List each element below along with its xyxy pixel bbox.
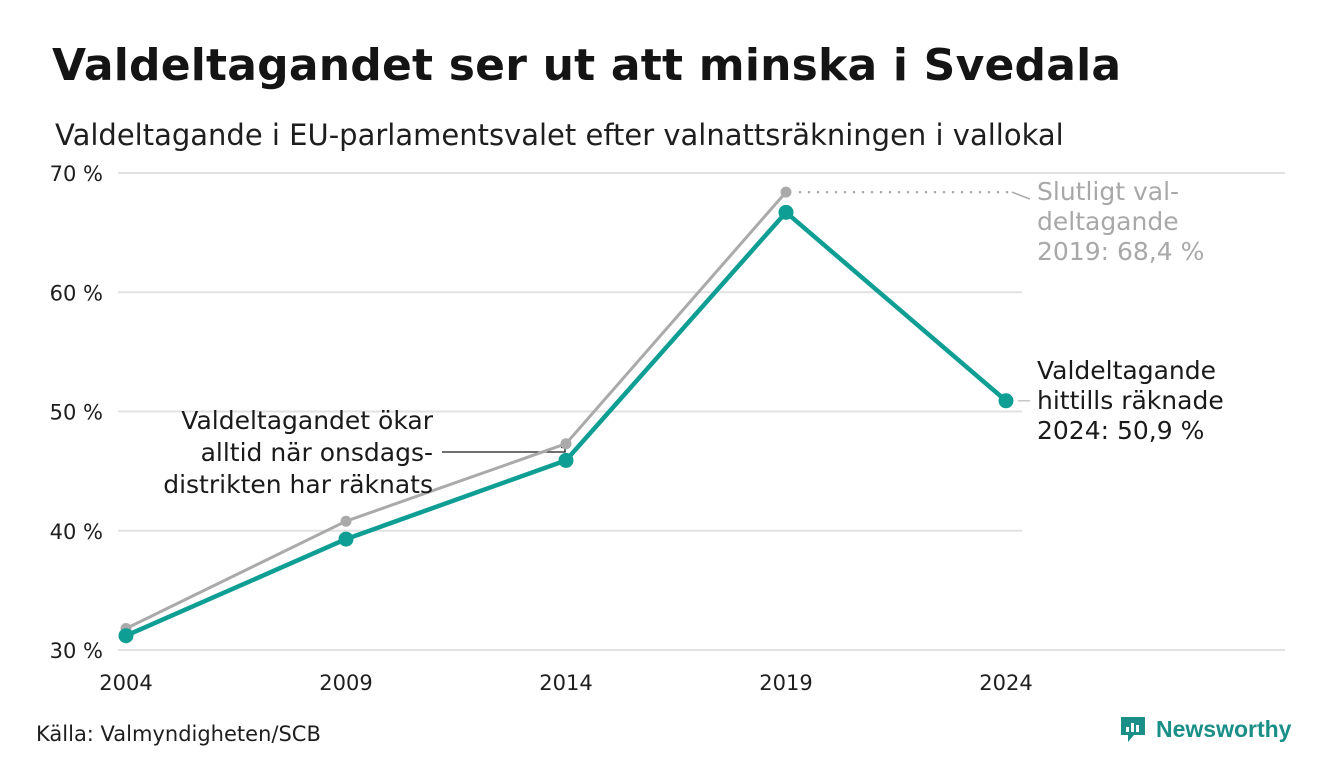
annotation-final-2019-line: deltagande [1037,207,1179,236]
y-axis: 30 % 40 % 50 % 60 % 70 % [50,162,103,663]
x-tick-label: 2019 [759,671,812,695]
data-point-final [560,438,572,450]
series-line-final [124,190,788,631]
data-point-preliminary [118,628,134,644]
data-point-preliminary [338,531,354,547]
y-tick-label: 50 % [50,401,103,425]
annotation-note-line: Valdeltagandet ökar [181,406,433,435]
data-point-preliminary [998,393,1014,409]
source-note: Källa: Valmyndigheten/SCB [36,722,321,746]
leader-tick [1011,191,1031,200]
data-point-preliminary [778,204,794,220]
brand-name: Newsworthy [1156,715,1292,742]
annotation-final-2019-line: Slutligt val- [1037,177,1179,206]
x-axis: 2004 2009 2014 2019 2024 [99,671,1032,695]
grid-layer [118,172,1285,651]
data-point-final [780,186,792,198]
y-tick-label: 30 % [50,639,103,663]
x-tick-label: 2009 [319,671,372,695]
line-chart: 30 % 40 % 50 % 60 % 70 % 2004 2009 2014 2019 202… [50,162,1285,695]
chart-subtitle: Valdeltagande i EU-parlamentsvalet efter… [55,118,1064,152]
chart-title: Valdeltagandet ser ut att minska i Sveda… [52,40,1122,91]
y-tick-label: 40 % [50,520,103,544]
annotation-2024-line: Valdeltagande [1037,356,1216,385]
annotation-note-line: alltid när onsdags- [201,438,433,467]
x-tick-label: 2004 [99,671,152,695]
annotation-final-2019-line: 2019: 68,4 % [1037,237,1204,266]
series-layer [118,186,1014,644]
data-point-final [340,515,352,527]
annotation-2024-line: 2024: 50,9 % [1037,416,1204,445]
brand-logo: Newsworthy [1118,714,1291,744]
x-tick-label: 2024 [979,671,1032,695]
data-point-preliminary [558,452,574,468]
annotation-connectors [442,190,1031,453]
annotation-2024-line: hittills räknade [1037,386,1224,415]
y-tick-label: 70 % [50,162,103,186]
annotation-note-line: distrikten har räknats [163,470,433,499]
y-tick-label: 60 % [50,281,103,305]
x-tick-label: 2014 [539,671,592,695]
newsworthy-logo-icon [1121,717,1145,742]
